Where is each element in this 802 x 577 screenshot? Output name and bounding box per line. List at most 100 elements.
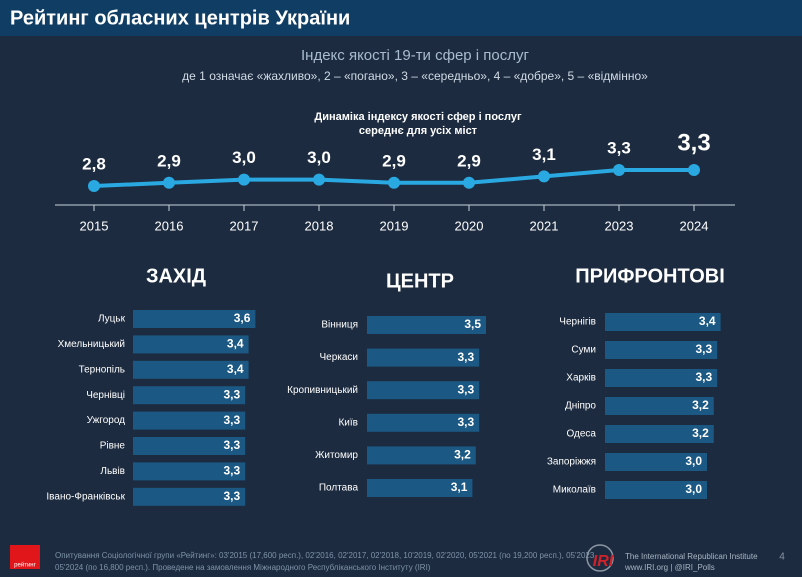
footer-note: Опитування Соціологічної групи «Рейтинг»… [55,551,597,560]
bar [367,316,486,334]
scale-note: де 1 означає «жахливо», 2 – «погано», 3 … [182,69,648,83]
category-label: Чернігів [559,317,596,328]
bar [605,313,721,331]
header-band [0,0,802,36]
x-tick-label: 2015 [80,218,109,233]
bar [605,453,707,471]
bar-chart-title: ЦЕНТР [386,270,454,292]
value-label: 3,2 [692,426,709,440]
value-label: 3,3 [696,342,713,356]
category-label: Полтава [319,483,359,494]
x-tick-label: 2017 [230,218,259,233]
point [688,164,700,176]
bar [133,335,249,354]
point [88,180,100,192]
bar [605,425,714,443]
x-tick-label: 2023 [605,218,634,233]
line-chart-subtitle: середнє для усіх міст [359,125,478,137]
value-label: 3,5 [464,317,481,331]
subtitle: Індекс якості 19-ти сфер і послуг [301,47,530,64]
value-label: 3,6 [234,311,251,325]
bar-chart-title: ЗАХІД [146,265,206,287]
links: www.IRI.org | @IRI_Polls [624,563,715,572]
value-label: 3,3 [458,350,475,364]
bar [367,348,480,367]
bar [133,462,246,481]
bar [133,487,246,506]
value-label: 3,3 [224,489,241,503]
point [163,176,175,189]
value-label: 3,1 [451,480,468,494]
point [463,176,475,189]
value-label: 3,2 [454,448,471,462]
value-label: 3,1 [532,145,556,164]
category-label: Рівне [100,441,126,452]
category-label: Суми [571,345,596,356]
x-tick-label: 2018 [305,218,334,233]
value-label: 2,8 [82,154,106,173]
point [613,164,625,176]
page-number: 4 [779,552,785,563]
value-label: 3,3 [696,370,713,384]
rating-logo-box [10,545,40,569]
category-label: Львів [100,466,125,477]
point [313,173,325,186]
category-label: Хмельницький [58,339,125,350]
bar-chart-title: ПРИФРОНТОВІ [575,265,725,287]
slide-title: Рейтинг обласних центрів України [10,7,350,29]
x-tick-label: 2021 [530,218,559,233]
value-label: 3,4 [227,362,244,376]
value-label: 3,3 [458,415,475,429]
bar [605,481,707,499]
value-label: 2,9 [457,151,481,170]
category-label: Одеса [566,429,596,440]
category-label: Тернопіль [79,364,125,375]
value-label: 3,0 [232,148,256,167]
x-tick-label: 2020 [455,218,484,233]
institute: The International Republican Institute [625,552,758,561]
value-label: 3,0 [685,482,702,496]
iri-globe [586,544,614,572]
point [238,173,250,186]
value-label: 3,3 [224,464,241,478]
line-chart-title: Динаміка індексу якості сфер і послуг [314,111,522,123]
x-tick-label: 2024 [680,218,709,233]
category-label: Запоріжжя [547,457,596,468]
value-label: 3,3 [224,413,241,427]
value-label: 3,3 [607,138,631,157]
bar [605,369,718,387]
category-label: Ужгород [87,415,126,426]
bar [133,437,246,455]
value-label: 3,4 [699,314,716,328]
bar [133,310,256,328]
rating-logo: рейтинг [14,562,36,569]
category-label: Житомир [315,450,358,461]
value-label: 2,9 [157,151,181,170]
category-label: Черкаси [319,352,358,363]
value-label: 3,0 [685,454,702,468]
category-label: Івано-Франківськ [46,491,125,502]
bar [367,446,476,465]
bar [367,381,480,400]
bar [133,386,246,405]
value-label: 3,4 [227,337,244,351]
point [388,176,400,189]
category-label: Луцьк [98,314,126,325]
x-tick-label: 2019 [380,218,409,233]
value-label: 3,3 [224,387,241,401]
category-label: Вінниця [321,320,358,331]
value-label: 2,9 [382,151,406,170]
bar [133,360,249,379]
category-label: Миколаїв [553,485,596,496]
category-label: Кропивницький [287,385,358,396]
value-label: 3,3 [458,382,475,396]
bar [133,411,246,430]
category-label: Чернівці [86,390,125,401]
value-label: 3,3 [677,129,710,156]
bar [367,413,480,432]
bar [367,479,473,497]
bar [605,341,718,359]
value-label: 3,2 [692,398,709,412]
iri-logo: IRI [593,553,614,570]
